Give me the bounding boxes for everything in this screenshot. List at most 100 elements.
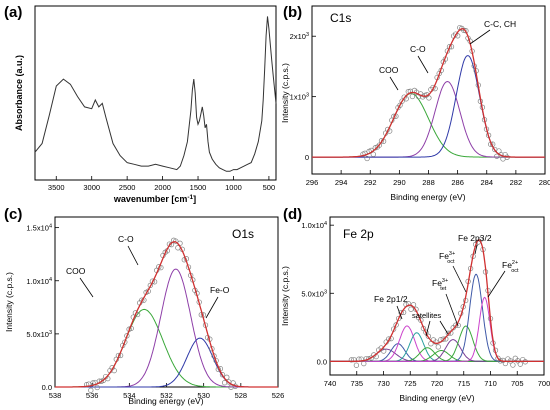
b-data-point	[370, 151, 376, 157]
c-data-point	[173, 238, 179, 244]
b-data-point	[461, 27, 467, 34]
b-y-tick-exp: 3	[306, 32, 309, 38]
d-x-tick-label: 740	[324, 379, 337, 388]
panel-c-annotations: COO C-O Fe-O	[66, 234, 230, 319]
b-x-tick-label: 284	[480, 178, 493, 187]
panel-b-x-ticks: 296 294 292 290 288 286 284 282 280	[306, 170, 550, 187]
b-y-tick-base: 0	[305, 153, 309, 162]
panel-a-x-ticks: 3500 3000 2500 2000 1500 1000 500	[48, 176, 275, 192]
d-y-tick-exp: 3	[324, 289, 327, 295]
d-data-point	[445, 330, 451, 336]
d-data-point	[348, 357, 355, 363]
d-annotation-fe2p12: Fe 2p1/2	[374, 294, 408, 304]
c-peak-0	[55, 308, 278, 388]
d-y-tick-base: 0.0	[317, 357, 327, 366]
c-peak-2	[55, 337, 278, 388]
b-data-point	[397, 102, 403, 108]
panel-c-o1s: (c) O1s 538 536 534 532 530 528 526 0.0 5.0x103…	[4, 206, 284, 406]
d-fe2oct-sub: oct	[511, 268, 519, 274]
panel-d-x-axis-title: Binding energy (eV)	[399, 393, 474, 403]
c-y-tick-exp: 3	[49, 330, 52, 336]
d-annotation-fe3oct: Fe3+ oct	[439, 251, 455, 265]
panel-d-annotations: Fe 2p1/2 satellites Fe3+ tet Fe3+ oct Fe 2…	[374, 233, 519, 337]
c-data-point	[88, 387, 94, 393]
d-x-tick-label: 710	[484, 379, 497, 388]
d-data-point	[435, 344, 441, 350]
d-y-tick-label: 1.0x104	[301, 221, 327, 230]
c-x-tick-label: 528	[235, 391, 248, 400]
b-y-tick-exp: 3	[306, 93, 309, 99]
d-fe3tet-sup: 3+	[442, 278, 448, 284]
panel-c-title: O1s	[232, 227, 254, 241]
a-x-tick-label: 500	[263, 183, 276, 192]
d-data-point	[517, 361, 523, 367]
d-arrow-satellites-2	[439, 320, 449, 335]
c-annotation-c-o: C-O	[118, 234, 134, 244]
b-data-point	[426, 95, 432, 101]
b-arrow-c-o	[417, 55, 429, 74]
panel-a-spectrum-line	[34, 16, 277, 172]
panel-a-xlabel-end: ]	[193, 194, 196, 204]
c-data-point	[94, 384, 100, 391]
c-y-tick-base: 5.0x10	[26, 330, 49, 339]
c-x-tick-label: 526	[272, 391, 285, 400]
d-fit-envelope	[330, 239, 544, 363]
panel-a-frame	[34, 5, 277, 181]
b-data-point	[376, 142, 383, 148]
d-x-tick-label: 725	[404, 379, 417, 388]
panel-d-curves	[330, 236, 544, 368]
d-arrow-fe3oct	[452, 265, 467, 293]
a-x-tick-label: 2500	[119, 183, 136, 192]
panel-d-x-ticks: 740 735 730 725 720 715 710 705 700	[324, 371, 550, 388]
b-peak-2	[312, 55, 545, 158]
d-data-point	[425, 333, 432, 339]
c-annotation-fe-o: Fe-O	[210, 285, 230, 295]
b-peak-0	[312, 93, 545, 158]
c-arrow-coo	[79, 277, 94, 298]
c-peak-1	[55, 268, 278, 388]
d-data-point	[381, 348, 387, 354]
d-data-point	[353, 362, 360, 368]
d-data-point	[405, 301, 412, 307]
d-y-tick-label: 0.0	[317, 357, 327, 366]
d-fe2oct-sup: 2+	[512, 260, 518, 266]
panel-a-y-axis-title: Absorbance (a.u.)	[14, 55, 24, 131]
b-x-tick-label: 292	[364, 178, 377, 187]
panel-b-title: C1s	[330, 11, 351, 25]
c-fit-envelope	[55, 241, 278, 388]
d-fe3oct-base: Fe	[439, 251, 449, 261]
b-x-tick-label: 288	[422, 178, 435, 187]
b-y-tick-base: 1x10	[290, 93, 306, 102]
b-x-tick-label: 282	[510, 178, 523, 187]
d-arrow-fe3tet	[445, 293, 459, 327]
panel-c-letter: (c)	[4, 206, 22, 223]
d-x-tick-label: 700	[538, 379, 550, 388]
d-annotation-fe2p32: Fe 2p3/2	[458, 233, 492, 243]
a-x-tick-label: 1500	[190, 183, 207, 192]
c-data-point	[147, 282, 153, 289]
d-data-point	[393, 322, 399, 328]
d-data-point	[361, 360, 367, 367]
b-y-tick-base: 2x10	[290, 32, 306, 41]
panel-a-letter: (a)	[4, 4, 22, 21]
b-arrow-c-c	[469, 29, 491, 45]
panel-c-x-axis-title: Binding energy (eV)	[128, 396, 203, 406]
d-y-tick-label: 5.0x103	[301, 289, 327, 298]
b-x-tick-label: 294	[335, 178, 348, 187]
c-y-tick-label: 5.0x103	[26, 330, 52, 339]
b-annotation-coo: COO	[379, 65, 399, 75]
b-fit-envelope	[312, 28, 545, 158]
b-data-point	[364, 155, 370, 162]
b-data-point	[399, 98, 405, 104]
c-arrow-c-o	[127, 245, 139, 266]
d-annotation-fe2oct: Fe2+ oct	[502, 260, 519, 274]
d-fe3tet-sub: tet	[440, 286, 447, 292]
panel-b-c1s: (b) C1s 296 294 292 290 288 286 284 282 280 0 1x1…	[280, 4, 550, 202]
b-x-tick-label: 296	[306, 178, 319, 187]
b-x-tick-label: 290	[393, 178, 406, 187]
panel-b-y-axis-title: Intensity (c.p.s.)	[280, 63, 290, 123]
d-y-tick-base: 5.0x10	[301, 289, 324, 298]
b-annotation-c-o: C-O	[410, 44, 426, 54]
b-y-tick-label: 0	[305, 153, 309, 162]
